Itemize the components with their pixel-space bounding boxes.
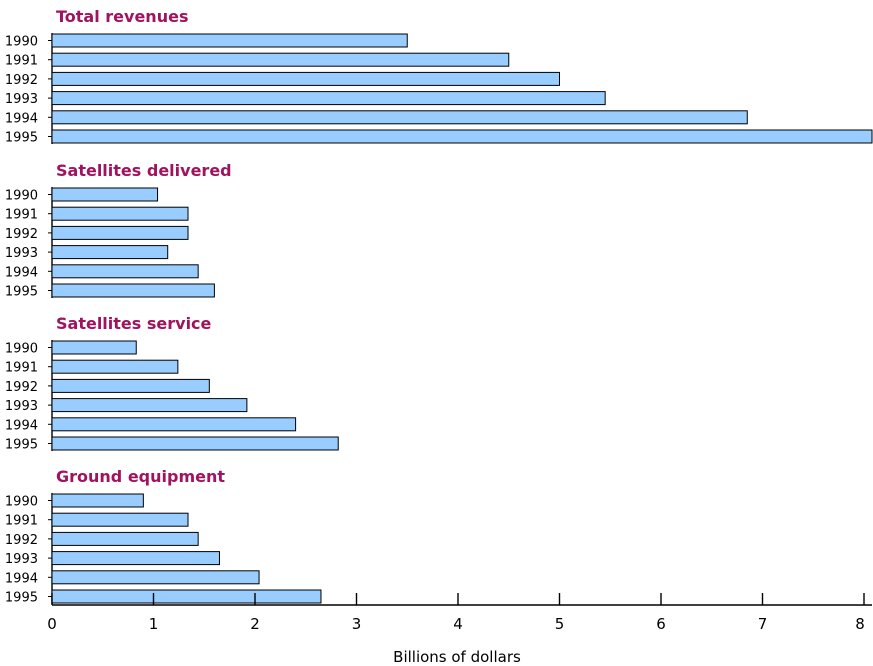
bar (51, 570, 260, 585)
category-label: 1990 (5, 495, 38, 510)
category-label: 1992 (5, 533, 38, 548)
x-tick-label: 4 (453, 615, 463, 633)
x-tick-label: 8 (855, 615, 865, 633)
panel-title: Satellites service (56, 314, 212, 333)
panel-title: Ground equipment (56, 467, 225, 486)
bar (51, 206, 189, 221)
bar (51, 551, 220, 566)
bar (51, 110, 748, 125)
panel-title: Satellites delivered (56, 161, 232, 180)
bar (51, 512, 189, 527)
x-tick-label: 6 (656, 615, 666, 633)
bar (51, 264, 199, 279)
panel-title: Total revenues (56, 7, 188, 26)
bar (51, 359, 179, 374)
category-label: 1995 (5, 131, 38, 146)
bar (51, 283, 215, 298)
bar (51, 245, 169, 260)
category-label: 1993 (5, 246, 38, 261)
x-tick-label: 2 (250, 615, 260, 633)
x-tick-label: 7 (758, 615, 768, 633)
bar (51, 340, 137, 355)
x-tick-label: 0 (47, 615, 57, 633)
bar (51, 71, 560, 86)
category-label: 1990 (5, 35, 38, 50)
x-tick-label: 1 (149, 615, 159, 633)
category-label: 1991 (5, 514, 38, 529)
bar (51, 589, 322, 604)
x-tick-label: 3 (352, 615, 362, 633)
category-label: 1995 (5, 438, 38, 453)
category-label: 1991 (5, 361, 38, 376)
bar (51, 225, 189, 240)
bar (51, 436, 339, 451)
bar (51, 378, 210, 393)
category-label: 1993 (5, 399, 38, 414)
category-label: 1991 (5, 208, 38, 223)
category-label: 1993 (5, 552, 38, 567)
bar (51, 398, 248, 413)
bar (51, 187, 159, 202)
bar (51, 91, 606, 106)
bar (51, 417, 297, 432)
bar (51, 493, 144, 508)
category-label: 1990 (5, 189, 38, 204)
category-label: 1994 (5, 265, 38, 280)
bar (51, 129, 873, 144)
category-label: 1992 (5, 227, 38, 242)
category-label: 1994 (5, 111, 38, 126)
category-label: 1991 (5, 54, 38, 69)
category-label: 1990 (5, 342, 38, 357)
category-label: 1994 (5, 571, 38, 586)
category-label: 1995 (5, 591, 38, 606)
category-label: 1992 (5, 380, 38, 395)
bar (51, 33, 408, 48)
category-label: 1993 (5, 92, 38, 107)
x-tick-label: 5 (555, 615, 565, 633)
x-axis-title: Billions of dollars (393, 648, 521, 666)
category-label: 1995 (5, 285, 38, 300)
bar (51, 52, 510, 67)
bar (51, 531, 199, 546)
category-label: 1994 (5, 418, 38, 433)
category-label: 1992 (5, 73, 38, 88)
